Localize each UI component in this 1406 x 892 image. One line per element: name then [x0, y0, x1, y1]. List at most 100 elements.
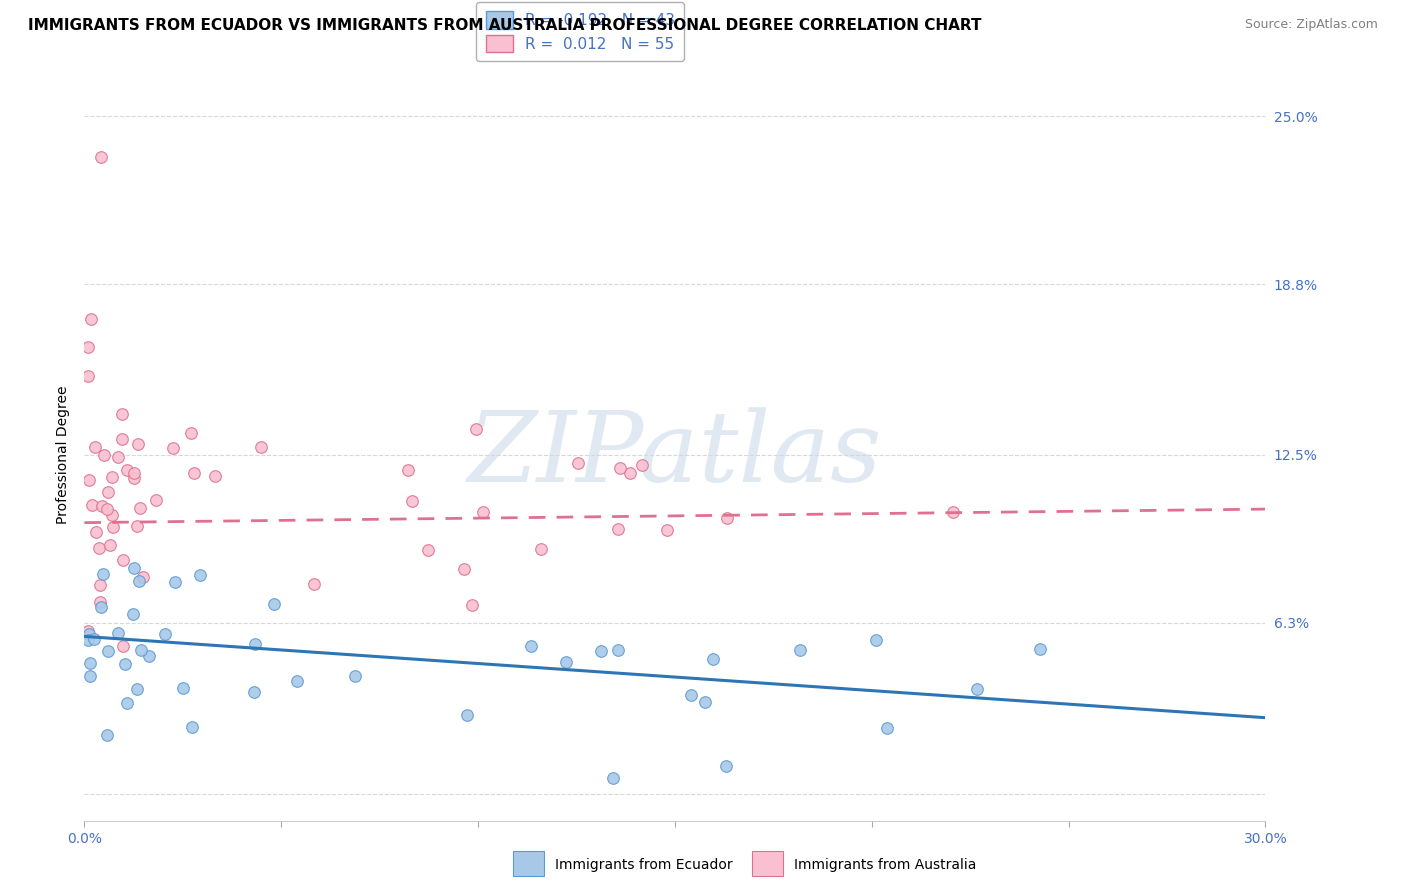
Point: [98, 538, 121, 552]
Point: [456, 707, 478, 722]
Point: [122, 470, 145, 484]
Point: [84, 524, 107, 539]
Point: [91, 567, 114, 582]
Point: [122, 560, 145, 574]
Point: [249, 440, 271, 454]
Point: [180, 426, 202, 441]
Point: [607, 643, 630, 657]
Text: Immigrants from Ecuador: Immigrants from Ecuador: [555, 858, 733, 872]
Point: [107, 625, 129, 640]
Point: [416, 542, 439, 557]
Point: [96, 485, 118, 500]
Point: [655, 523, 678, 537]
Point: [520, 640, 543, 654]
Point: [401, 494, 423, 508]
Point: [716, 511, 738, 525]
Point: [465, 422, 488, 436]
Point: [145, 493, 167, 508]
Text: ZIPatlas: ZIPatlas: [468, 408, 882, 502]
Point: [129, 501, 152, 516]
Point: [129, 643, 152, 657]
Point: [681, 689, 703, 703]
Point: [77, 369, 100, 384]
Point: [619, 467, 641, 481]
Point: [702, 652, 724, 666]
Point: [80, 312, 103, 326]
Point: [172, 681, 194, 695]
Point: [96, 501, 118, 516]
Point: [243, 637, 266, 651]
Point: [79, 656, 101, 670]
Text: IMMIGRANTS FROM ECUADOR VS IMMIGRANTS FROM AUSTRALIA PROFESSIONAL DEGREE CORRELA: IMMIGRANTS FROM ECUADOR VS IMMIGRANTS FR…: [28, 18, 981, 33]
Point: [115, 463, 138, 477]
Point: [84, 440, 107, 454]
Point: [103, 520, 125, 534]
Point: [90, 499, 112, 513]
Point: [876, 721, 898, 735]
Point: [90, 600, 112, 615]
Point: [124, 466, 146, 480]
Legend: R = -0.192   N = 43, R =  0.012   N = 55: R = -0.192 N = 43, R = 0.012 N = 55: [477, 2, 685, 62]
Point: [343, 668, 366, 682]
Point: [204, 469, 226, 483]
Point: [111, 553, 134, 567]
Point: [153, 627, 176, 641]
Point: [714, 759, 737, 773]
Point: [460, 599, 482, 613]
Point: [77, 340, 100, 354]
Point: [125, 519, 148, 533]
Point: [111, 432, 134, 446]
Point: [77, 633, 100, 648]
Point: [114, 657, 136, 671]
Point: [966, 681, 988, 696]
Point: [97, 644, 120, 658]
Point: [1029, 641, 1052, 656]
Point: [128, 574, 150, 588]
Point: [589, 643, 612, 657]
Point: [107, 450, 129, 465]
Text: Source: ZipAtlas.com: Source: ZipAtlas.com: [1244, 18, 1378, 31]
Point: [630, 458, 652, 472]
Point: [162, 442, 184, 456]
Point: [789, 642, 811, 657]
Point: [263, 597, 285, 611]
Point: [89, 578, 111, 592]
Point: [115, 696, 138, 710]
Point: [77, 624, 100, 639]
Point: [606, 522, 628, 536]
Point: [89, 595, 111, 609]
Point: [131, 570, 153, 584]
Point: [127, 437, 149, 451]
Point: [101, 508, 124, 522]
Point: [83, 632, 105, 646]
Point: [183, 467, 205, 481]
Point: [87, 541, 110, 556]
Point: [180, 720, 202, 734]
Y-axis label: Professional Degree: Professional Degree: [56, 385, 70, 524]
Point: [101, 470, 124, 484]
Point: [602, 771, 624, 785]
Point: [110, 407, 132, 421]
Point: [243, 685, 266, 699]
Point: [122, 607, 145, 621]
Point: [472, 505, 495, 519]
Text: Immigrants from Australia: Immigrants from Australia: [794, 858, 977, 872]
Point: [79, 669, 101, 683]
Point: [111, 639, 134, 653]
Point: [302, 577, 325, 591]
Point: [188, 568, 211, 582]
Point: [453, 562, 475, 576]
Point: [77, 627, 100, 641]
Point: [567, 456, 589, 470]
Point: [96, 727, 118, 741]
Point: [609, 461, 631, 475]
Point: [165, 575, 187, 590]
Point: [865, 633, 887, 648]
Point: [693, 695, 716, 709]
Point: [90, 150, 112, 164]
Point: [93, 448, 115, 462]
Point: [138, 649, 160, 664]
Point: [82, 498, 104, 512]
Point: [942, 505, 965, 519]
Point: [530, 541, 553, 556]
